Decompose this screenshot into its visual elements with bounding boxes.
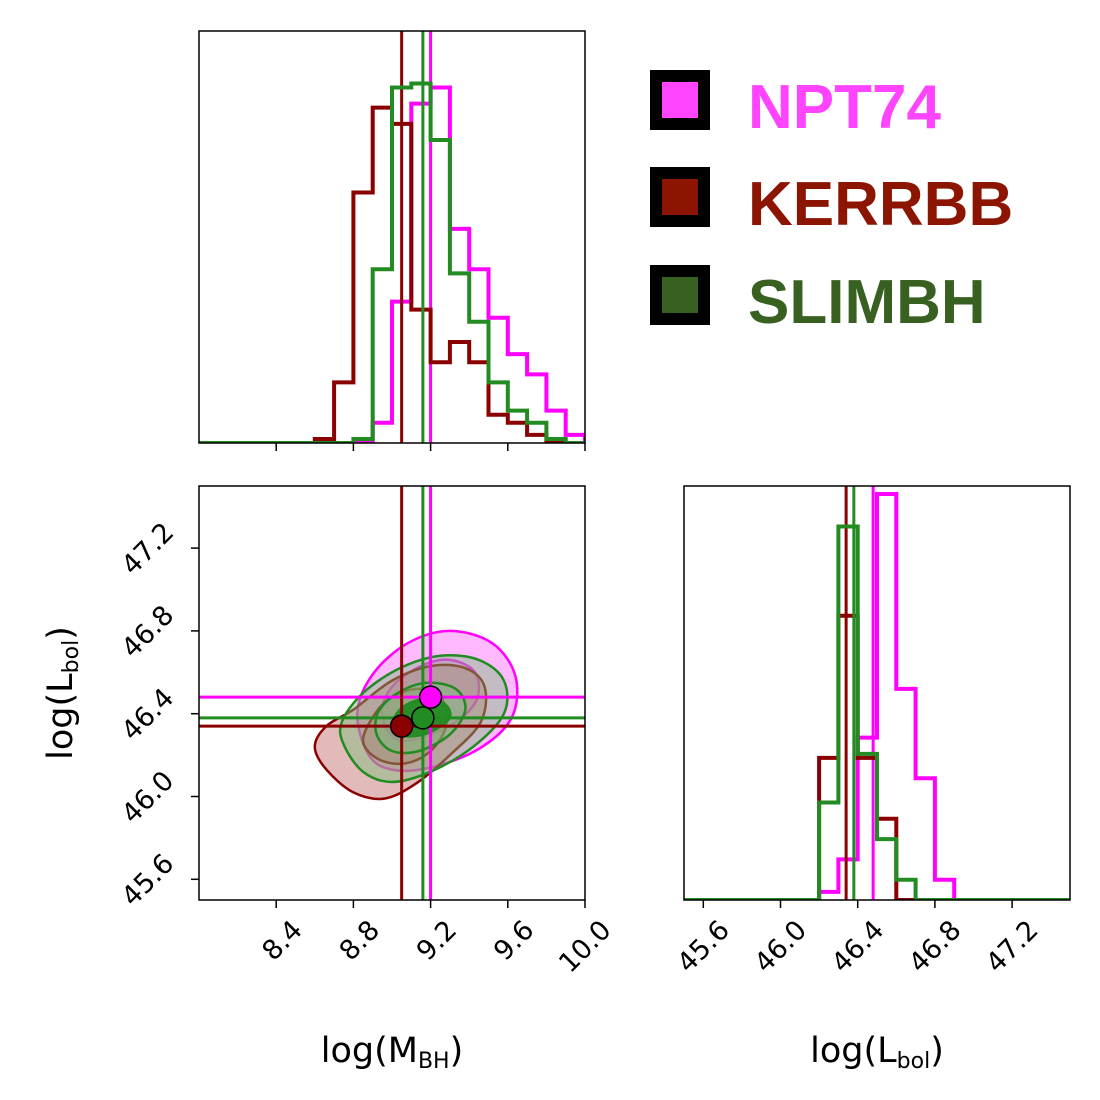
legend-marker-kerrbb	[662, 179, 698, 215]
hist-mbh-kerrbb	[199, 105, 585, 443]
tick-label-lbol-y: 46.8	[116, 600, 180, 664]
tick-label-lbol-y: 46.4	[116, 683, 180, 747]
x-axis-label-lbol-sub: bol	[897, 1049, 931, 1074]
y-axis-label-lbol-main: log(L	[41, 673, 81, 760]
panel-frame-main	[198, 485, 586, 901]
panel-mbh-histogram	[199, 31, 585, 443]
tick-label-mbh: 9.2	[411, 915, 463, 967]
legend-entry-slimbh: SLIMBH	[650, 265, 986, 337]
right-hist-layer	[684, 486, 1070, 900]
best-fit-point-slimbh	[411, 706, 435, 730]
tick-label-lbol-y: 45.6	[116, 848, 180, 912]
x-axis-label-lbol: log(Lbol)	[810, 1031, 944, 1074]
hist-lbol-npt74	[684, 492, 1070, 900]
legend-label-kerrbb: KERRBB	[748, 170, 1013, 239]
tick-label-lbol-x: 47.2	[980, 915, 1044, 979]
panel-frame-right	[683, 485, 1071, 901]
hist-lbol-slimbh	[684, 524, 1070, 900]
legend: NPT74 KERRBB SLIMBH	[650, 70, 1013, 337]
y-axis-label-lbol-sub: bol	[59, 640, 84, 674]
tick-label-mbh: 8.8	[334, 915, 386, 967]
legend-entry-npt74: NPT74	[650, 70, 941, 142]
legend-entry-kerrbb: KERRBB	[650, 167, 1013, 239]
x-axis-label-mbh: log(MBH)	[321, 1031, 464, 1074]
tick-label-lbol-x: 46.0	[749, 915, 813, 979]
tick-label-mbh: 9.6	[488, 915, 540, 967]
tick-label-lbol-y: 47.2	[116, 517, 180, 581]
x-axis-label-lbol-main: log(L	[810, 1031, 897, 1071]
best-fit-point-kerrbb	[389, 714, 414, 738]
tick-label-lbol-y: 46.0	[116, 765, 180, 829]
tick-label-lbol-x: 46.4	[826, 915, 890, 979]
x-axis-label-mbh-close: )	[450, 1031, 464, 1071]
x-axis-label-mbh-sub: BH	[418, 1049, 450, 1074]
best-fit-point-npt74	[418, 685, 443, 709]
top-hist-layer	[199, 31, 585, 443]
x-axis-label-mbh-main: log(M	[321, 1031, 418, 1071]
hist-lbol-kerrbb	[684, 613, 1070, 900]
tick-label-lbol-x: 45.6	[671, 915, 735, 979]
tick-label-mbh: 10.0	[553, 915, 617, 979]
tick-label-lbol-x: 46.8	[903, 915, 967, 979]
hist-mbh-slimbh	[199, 81, 585, 443]
legend-marker-npt74	[662, 82, 698, 118]
y-axis-label-lbol-close: )	[41, 626, 81, 640]
x-axis-label-lbol-close: )	[930, 1031, 944, 1071]
y-axis-label-lbol: log(Lbol)	[41, 626, 84, 760]
panel-lbol-histogram	[684, 486, 1070, 900]
legend-marker-slimbh	[662, 277, 698, 313]
panel-frame-top	[198, 30, 586, 444]
main-contour-layer	[199, 486, 585, 900]
legend-label-slimbh: SLIMBH	[748, 268, 986, 337]
tick-label-mbh: 8.4	[256, 915, 308, 967]
panel-mbh-lbol-contours	[199, 486, 585, 900]
legend-label-npt74: NPT74	[748, 73, 941, 142]
